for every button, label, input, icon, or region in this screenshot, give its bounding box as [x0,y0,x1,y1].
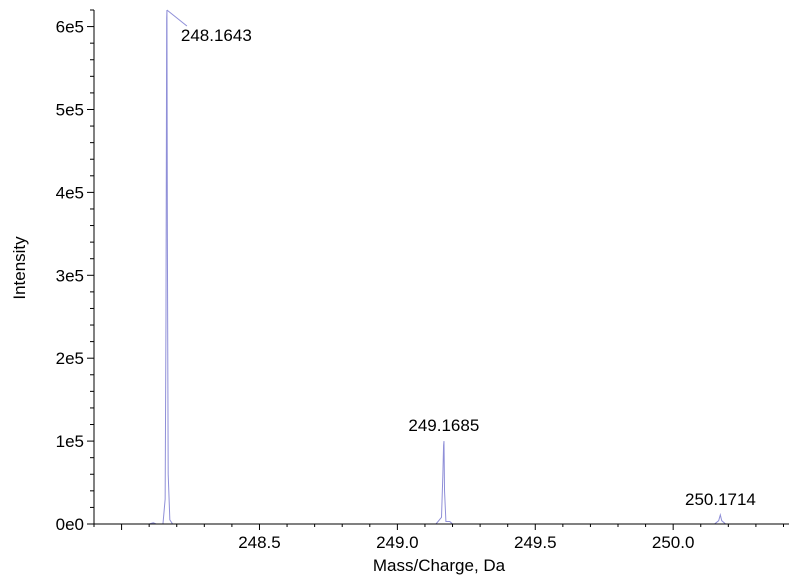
y-tick-label: 1e5 [56,432,84,451]
x-tick-label: 250.0 [652,533,695,552]
y-tick-label: 4e5 [56,183,84,202]
peak-label-leader [166,9,188,27]
peak-label: 248.1643 [181,26,252,45]
y-axis-title: Intensity [10,236,29,300]
y-tick-label: 0e0 [56,515,84,534]
y-tick-label: 2e5 [56,349,84,368]
x-tick-label: 249.0 [376,533,419,552]
x-axis-ticks: 248.5 249.0 249.5 250.0 [93,524,784,552]
spectrum-series-line [94,9,789,525]
x-axis-title: Mass/Charge, Da [373,556,506,575]
y-tick-label: 5e5 [56,100,84,119]
x-tick-label: 249.5 [514,533,557,552]
y-tick-label: 6e5 [56,18,84,37]
y-axis-ticks: 0e0 1e5 2e5 3e5 4e5 5e5 6e5 [56,9,94,534]
peak-label: 249.1685 [408,416,479,435]
peak-label: 250.1714 [685,490,756,509]
x-tick-label: 248.5 [238,533,281,552]
peak-annotations: 248.1643 249.1685 250.1714 [166,9,756,509]
y-tick-label: 3e5 [56,266,84,285]
